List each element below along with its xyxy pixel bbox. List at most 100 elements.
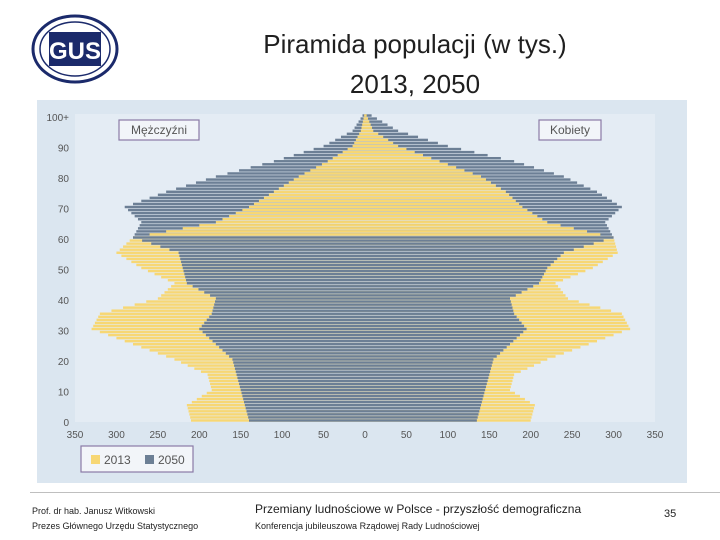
y-tick-label: 100+: [46, 113, 69, 124]
bar-2050-women-age-40: [365, 297, 510, 300]
bar-2013-men-age-79: [293, 178, 365, 181]
bar-2050-women-age-91: [365, 141, 438, 145]
bar-2050-women-age-87: [365, 153, 488, 157]
bar-2050-men-age-78: [195, 181, 365, 184]
bar-2013-men-age-71: [253, 202, 365, 206]
bar-2013-men-age-91: [354, 141, 365, 145]
bar-2013-women-age-62: [365, 230, 588, 233]
bar-2013-women-age-94: [365, 132, 379, 136]
bar-2013-men-age-95: [360, 129, 365, 132]
bar-2050-men-age-25: [215, 343, 365, 346]
bar-2050-men-age-60: [133, 236, 365, 239]
bar-2050-women-age-41: [365, 294, 516, 297]
bar-2050-men-age-55: [178, 251, 365, 254]
bar-2050-men-age-40: [215, 297, 365, 300]
bar-2013-women-age-72: [365, 199, 516, 203]
bar-2013-women-age-69: [365, 208, 528, 212]
bar-2050-men-age-37: [213, 306, 365, 309]
y-tick-label: 30: [58, 327, 70, 338]
bar-2013-men-age-93: [357, 135, 365, 139]
bar-2050-men-age-50: [182, 266, 365, 270]
bar-2050-men-age-43: [198, 288, 365, 291]
bar-2050-men-age-87: [293, 153, 365, 157]
bar-2013-women-age-93: [365, 135, 384, 139]
bar-2050-women-age-46: [365, 278, 541, 282]
y-tick-label: 90: [58, 144, 70, 155]
bar-2013-men-age-97: [362, 123, 365, 126]
x-tick-label: 250: [564, 430, 581, 441]
bar-2050-men-age-99: [360, 117, 365, 120]
bar-2013-men-age-64: [199, 224, 365, 227]
bar-2013-women-age-91: [365, 141, 394, 145]
legend-swatch-2013: [91, 455, 100, 464]
bar-2050-men-age-70: [124, 205, 365, 209]
bar-2050-women-age-2: [365, 413, 479, 416]
bar-2013-women-age-96: [365, 126, 372, 129]
y-tick-label: 40: [58, 296, 70, 307]
bar-2050-men-age-80: [215, 175, 365, 178]
bar-2050-men-age-98: [358, 120, 365, 123]
y-tick-label: 0: [63, 418, 69, 429]
bar-2050-men-age-92: [335, 138, 365, 142]
bar-2050-women-age-19: [365, 361, 493, 364]
bar-2050-men-age-2: [247, 413, 365, 416]
bar-2050-women-age-10: [365, 388, 486, 392]
bar-2050-women-age-20: [365, 358, 494, 361]
bar-2050-men-age-16: [235, 370, 365, 373]
bar-2013-men-age-63: [182, 227, 365, 230]
bar-2050-women-age-88: [365, 150, 475, 154]
bar-2050-women-age-0: [365, 419, 477, 422]
bar-2050-men-age-42: [204, 291, 365, 294]
x-tick-label: 50: [318, 430, 330, 441]
bar-2050-women-age-43: [365, 288, 528, 291]
bar-2050-women-age-42: [365, 291, 522, 294]
x-tick-label: 100: [440, 430, 457, 441]
bar-2050-men-age-24: [219, 346, 365, 349]
bar-2013-men-age-69: [242, 208, 365, 212]
bar-2013-men-age-77: [283, 184, 365, 187]
bar-2050-women-age-89: [365, 147, 462, 151]
bar-2050-men-age-93: [340, 135, 365, 139]
bar-2013-women-age-88: [365, 150, 415, 154]
chart-panel: 350 300 250 200 150 100 50 0 50 100 150 200 250 300 35…: [37, 100, 687, 483]
bar-2013-women-age-64: [365, 224, 561, 227]
title-line-2: 2013, 2050: [349, 69, 481, 99]
women-label: Kobiety: [550, 123, 590, 137]
bar-2050-women-age-52: [365, 260, 554, 264]
x-tick-label: 350: [647, 430, 664, 441]
bar-2050-men-age-0: [249, 419, 365, 422]
bar-2013-men-age-96: [361, 126, 365, 129]
bar-2050-men-age-23: [222, 349, 365, 352]
bar-2050-women-age-44: [365, 285, 534, 288]
footer-conference: Przemiany ludnościowe w Polsce - przyszł…: [255, 500, 581, 534]
bar-2013-women-age-86: [365, 156, 432, 160]
bar-2050-men-age-100: [362, 114, 365, 117]
bar-2050-women-age-37: [365, 306, 513, 309]
y-tick-label: 20: [58, 357, 70, 368]
bar-2050-women-age-54: [365, 254, 561, 258]
bar-2050-men-age-51: [181, 263, 365, 267]
bar-2050-men-age-96: [354, 126, 365, 129]
bar-2050-men-age-8: [242, 394, 365, 398]
conference-topic: Przemiany ludnościowe w Polsce - przyszł…: [255, 502, 582, 516]
bar-2013-men-age-89: [347, 147, 365, 151]
bar-2050-women-age-32: [365, 321, 522, 325]
bar-2050-women-age-12: [365, 382, 487, 386]
bar-2050-men-age-86: [283, 156, 365, 160]
bar-2050-men-age-9: [241, 391, 365, 395]
bar-2050-women-age-4: [365, 407, 481, 410]
bar-2013-women-age-79: [365, 178, 486, 181]
bar-2013-women-age-98: [365, 120, 370, 123]
bar-2050-men-age-97: [356, 123, 365, 126]
bar-2013-men-age-72: [258, 199, 365, 203]
bar-2050-men-age-21: [229, 355, 365, 358]
x-tick-label: 0: [362, 430, 368, 441]
bar-2013-men-age-90: [352, 144, 365, 148]
bar-2050-women-age-51: [365, 263, 551, 267]
bar-2050-women-age-11: [365, 385, 486, 389]
bar-2013-women-age-78: [365, 181, 491, 184]
bar-2013-men-age-78: [288, 181, 365, 184]
bar-2050-women-age-5: [365, 404, 481, 407]
x-tick-label: 200: [522, 430, 539, 441]
men-label-box: [118, 119, 200, 141]
